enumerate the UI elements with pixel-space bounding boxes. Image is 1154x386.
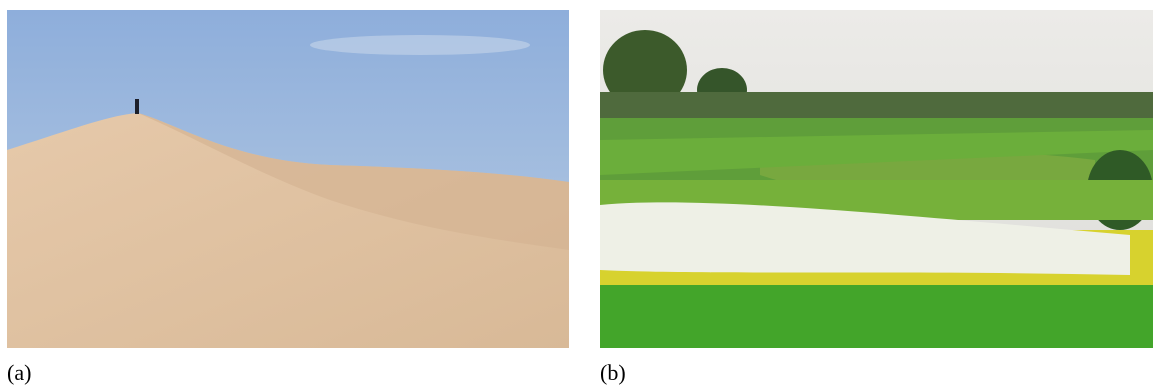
caption: (b) bbox=[600, 360, 626, 386]
photo-desert bbox=[7, 10, 569, 348]
figure bbox=[0, 0, 1154, 385]
caption: (a) bbox=[7, 360, 31, 386]
page: (a) (b) (() => { const data = JSON.parse… bbox=[0, 0, 1154, 385]
photo-landscape bbox=[600, 10, 1153, 348]
